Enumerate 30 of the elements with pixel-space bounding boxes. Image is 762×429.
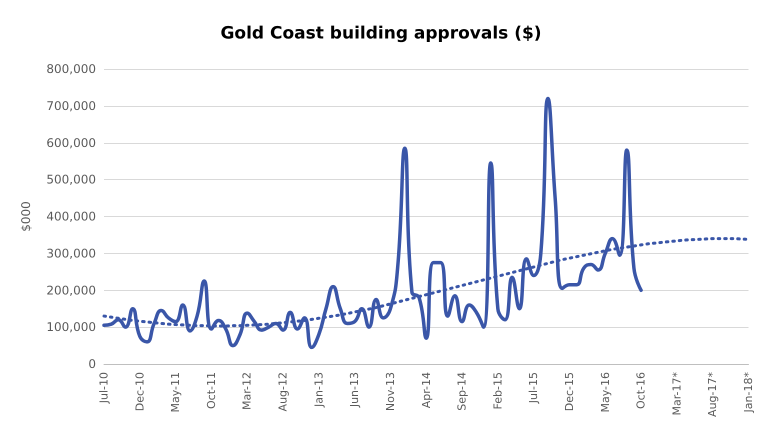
x-tick-label: Aug-17*	[706, 372, 720, 417]
x-tick-label: Jul-10	[98, 372, 110, 404]
y-tick-label: 400,000	[46, 210, 96, 224]
y-tick-label: 700,000	[46, 98, 96, 113]
x-tick-label: Feb-15	[491, 372, 504, 410]
x-tick-label: May-16	[598, 372, 612, 413]
x-tick-label: Sep-14	[456, 372, 469, 411]
x-tick-label: May-11	[169, 372, 182, 413]
y-tick-label: 100,000	[46, 320, 96, 334]
y-tick-label: 300,000	[46, 246, 96, 260]
x-tick-label: Dec-15	[562, 372, 576, 412]
y-tick-label: 0	[88, 357, 96, 371]
x-tick-label: Jan-18*	[742, 372, 755, 414]
x-tick-label: Aug-12	[276, 372, 290, 412]
x-tick-label: Jan-13	[312, 372, 326, 408]
x-tick-label: Oct-16	[634, 372, 648, 409]
x-tick-label: Nov-13	[384, 372, 397, 412]
x-tick-label: Mar-17*	[670, 372, 684, 416]
x-tick-label: Jul-15	[527, 372, 540, 404]
x-tick-label: Apr-14	[420, 372, 433, 408]
x-tick-label: Oct-11	[204, 372, 218, 409]
y-tick-label: 800,000	[46, 62, 96, 76]
y-tick-label: 500,000	[46, 172, 96, 187]
x-tick-label: Jun-13	[348, 372, 362, 408]
chart-title: Gold Coast building approvals ($)	[220, 24, 542, 44]
y-tick-label: 200,000	[46, 283, 96, 298]
x-tick-label: Dec-10	[133, 372, 146, 412]
y-tick-label: 600,000	[46, 136, 96, 150]
x-tick-label: Mar-12	[240, 372, 254, 410]
y-axis-title: $000	[19, 201, 33, 232]
